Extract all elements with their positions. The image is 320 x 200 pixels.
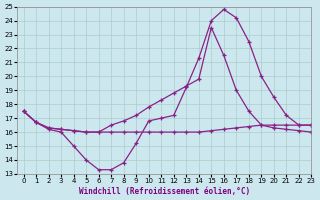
X-axis label: Windchill (Refroidissement éolien,°C): Windchill (Refroidissement éolien,°C) [79,187,250,196]
